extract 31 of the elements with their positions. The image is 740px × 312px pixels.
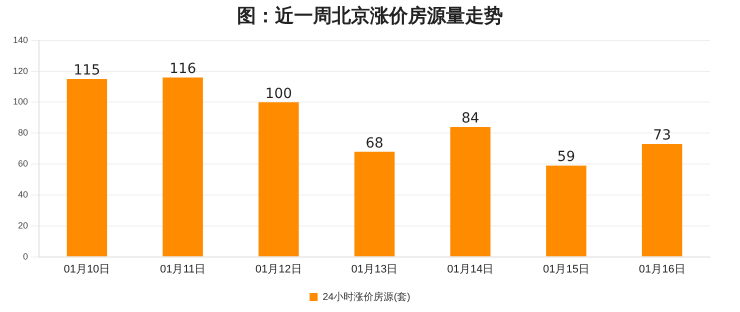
data-label: 68 [366,135,384,152]
legend-label: 24小时涨价房源(套) [322,290,410,303]
chart-title: 图：近一周北京涨价房源量走势 [236,4,504,29]
y-tick-label: 0 [23,251,28,262]
bar [354,152,395,256]
x-tick-label: 01月13日 [351,263,398,276]
y-tick-label: 80 [18,128,28,138]
data-label: 100 [265,86,292,102]
bar [162,77,203,256]
bar [642,144,682,256]
y-tick-label: 20 [18,220,28,230]
data-label: 84 [461,110,480,127]
x-tick-label: 01月10日 [64,263,110,276]
x-tick-label: 01月16日 [638,263,686,276]
bar [66,79,108,256]
x-tick-label: 01月15日 [542,263,590,276]
bar [546,166,586,256]
bar [258,102,299,256]
data-label: 73 [653,128,671,144]
data-label: 116 [169,61,196,78]
x-tick-label: 01月14日 [447,263,494,276]
x-tick-label: 01月12日 [255,263,302,276]
y-tick-label: 60 [18,158,28,169]
x-tick-label: 01月11日 [160,263,206,276]
data-label: 59 [557,149,576,166]
bar [450,126,490,256]
y-tick-label: 120 [12,66,28,76]
y-tick-label: 140 [12,34,28,45]
y-tick-label: 100 [12,96,28,107]
y-tick-label: 40 [18,189,28,200]
data-label: 115 [74,62,100,79]
